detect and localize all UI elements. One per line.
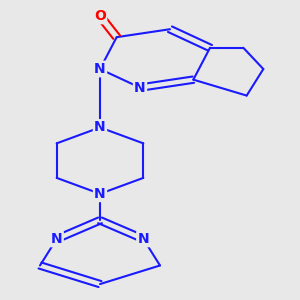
Text: O: O <box>94 9 106 23</box>
Text: N: N <box>137 232 149 246</box>
Text: N: N <box>51 232 62 246</box>
Text: N: N <box>94 120 106 134</box>
Text: N: N <box>134 81 146 94</box>
Text: N: N <box>94 187 106 201</box>
Text: N: N <box>94 62 106 76</box>
